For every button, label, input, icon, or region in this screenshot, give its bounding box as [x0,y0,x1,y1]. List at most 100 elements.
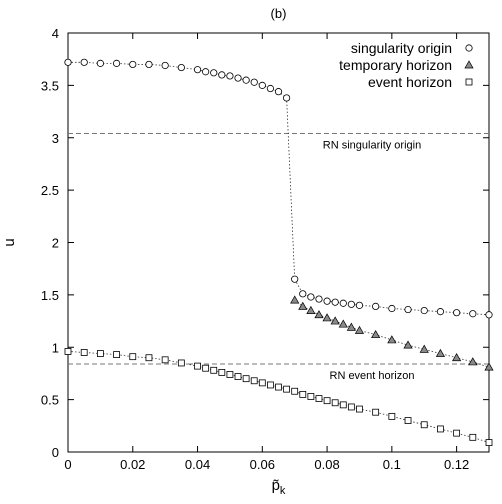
data-point [226,72,234,80]
y-tick-label: 3.5 [41,78,59,93]
data-point [96,350,104,357]
y-tick-label: 1.5 [41,288,59,303]
data-point [129,60,137,69]
data-point [469,433,477,441]
data-point [469,310,477,318]
data-point [242,76,250,84]
data-point [258,379,266,387]
data-point [250,78,258,86]
series-markers [64,58,494,446]
data-point [202,68,210,76]
data-point [468,357,478,366]
data-point [210,69,218,77]
x-axis-label-main: p̃ [272,477,280,494]
data-point [234,74,242,82]
data-point [194,362,201,370]
data-point [484,362,494,371]
data-point [80,349,88,356]
data-point [218,368,226,376]
data-point [387,335,397,344]
reference-lines: RN singularity origin RN event horizon [68,133,489,382]
x-tick-label: 0.08 [314,457,339,472]
data-point [290,295,300,304]
data-point [250,377,258,385]
data-point [315,395,323,402]
data-point [453,309,461,317]
x-axis: 0 0.02 0.04 0.06 0.08 0.1 0.12 [64,33,469,472]
data-point [388,412,396,420]
data-point [275,383,282,391]
data-point [299,390,307,398]
data-point [161,356,169,364]
data-point [129,353,137,361]
data-point [354,325,365,334]
data-point [436,308,445,316]
data-point [80,58,88,66]
y-tick-label: 4 [52,26,59,41]
data-point [453,429,461,437]
data-point [485,311,493,319]
data-point [420,306,428,315]
x-tick-label: 0.02 [120,457,145,472]
data-point [64,348,72,355]
y-tick-label: 2 [52,236,59,251]
data-point [226,371,234,378]
x-tick-label: 0.06 [250,457,275,472]
data-point [298,301,308,310]
legend-entry-label: temporary horizon [339,57,452,73]
data-point [291,275,299,283]
data-point [299,290,307,298]
data-point [283,385,290,393]
series-line-0 [68,61,490,316]
data-point [307,393,315,400]
data-point [404,417,412,424]
x-tick-label: 0.1 [383,457,401,472]
series-line-2 [67,351,490,443]
data-point [234,373,242,380]
data-point [331,399,339,407]
y-tick-label: 2.5 [41,183,59,198]
data-point [388,304,396,313]
data-point [485,439,493,446]
legend-marker [464,60,474,69]
legend-marker [465,78,473,86]
data-point [323,397,331,405]
data-point [193,66,202,74]
data-point [372,302,380,310]
legend-entry-label: event horizon [368,74,452,90]
data-point [177,63,185,72]
data-point [218,71,226,79]
legend-marker [465,44,473,52]
reference-line-label: RN event horizon [330,370,415,382]
legend-entry-label: singularity origin [351,40,452,56]
data-point [452,353,462,362]
data-point [346,322,356,331]
x-axis-label-subscript: k [280,485,286,497]
data-point [266,84,275,93]
data-point [291,387,299,395]
data-point [96,59,104,67]
y-tick-label: 1 [52,340,59,355]
data-point [161,61,169,70]
data-point [177,359,185,367]
data-point [210,366,218,374]
data-point [339,299,347,307]
x-tick-label: 0.04 [185,457,210,472]
data-point [242,375,250,383]
data-point [372,408,380,416]
data-point [323,297,331,305]
reference-line-label: RN singularity origin [323,140,421,152]
series-line-1 [294,299,490,368]
data-point [314,310,324,319]
data-point [64,58,72,66]
data-point [404,305,412,314]
data-point [347,300,355,308]
y-tick-label: 0 [52,445,59,460]
data-point [437,425,444,433]
data-point [274,88,283,96]
data-point [113,351,120,358]
panel-label: (b) [271,6,287,21]
data-point [347,403,355,411]
